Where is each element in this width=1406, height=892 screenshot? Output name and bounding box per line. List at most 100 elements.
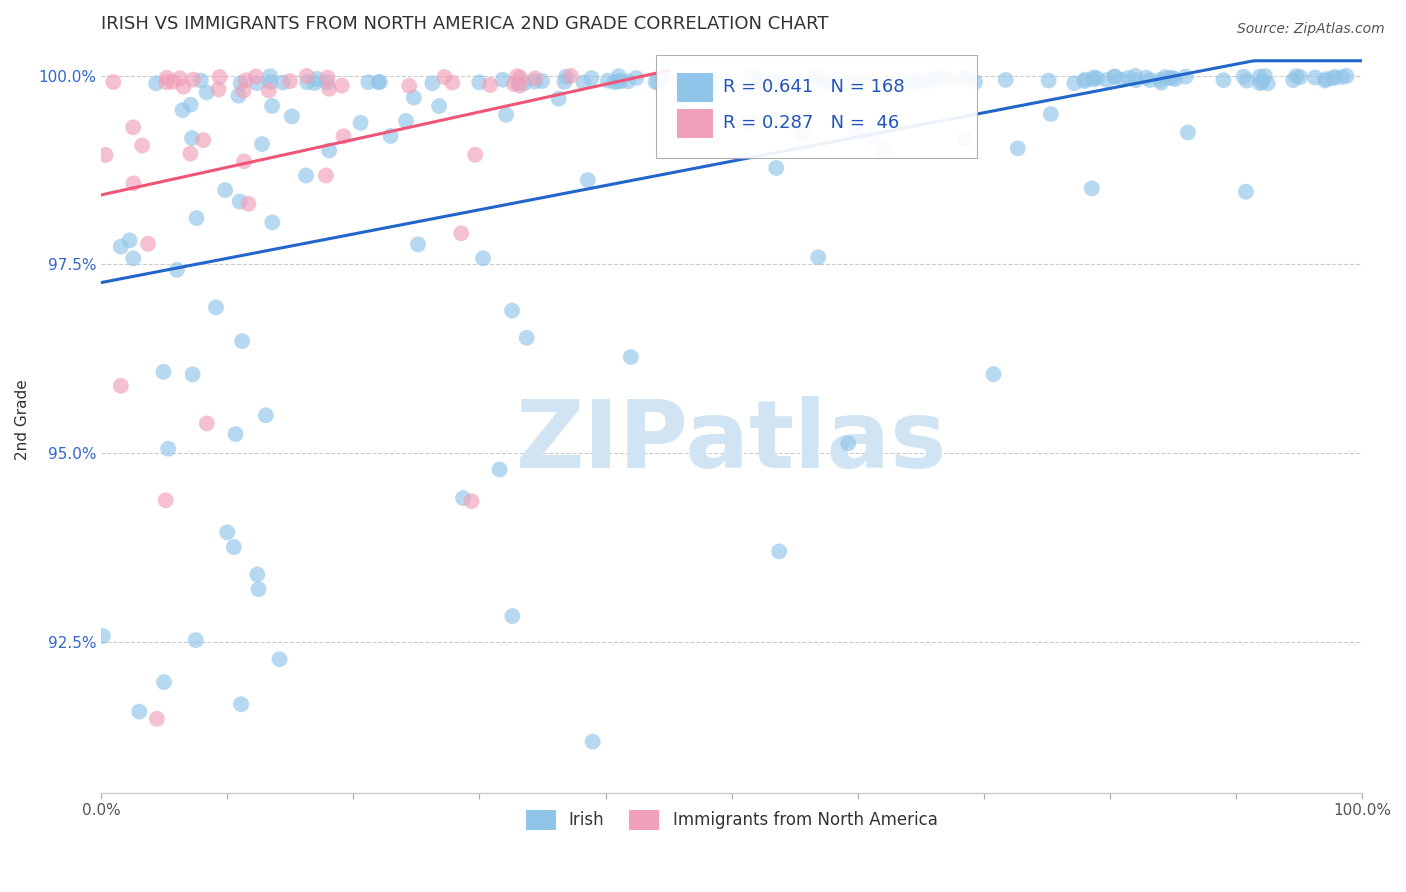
Point (250, 137, 273, 152)
Point (246, 567, 269, 582)
Point (1149, 72, 1171, 87)
Point (506, 69, 529, 83)
Point (122, 252, 145, 266)
Point (626, 70, 648, 85)
Point (936, 71, 959, 86)
Point (156, 70, 179, 85)
Point (155, 493, 177, 508)
Point (1212, 73, 1234, 87)
Point (492, 72, 515, 87)
Point (460, 494, 482, 508)
Point (217, 525, 239, 540)
Point (792, 127, 814, 141)
Point (195, 86, 218, 100)
Point (647, 75, 669, 89)
Point (110, 240, 132, 254)
Point (214, 183, 236, 197)
Point (1257, 76, 1279, 90)
FancyBboxPatch shape (657, 54, 977, 158)
Point (554, 70, 576, 84)
Point (953, 131, 976, 145)
Point (238, 196, 260, 211)
Point (1135, 70, 1157, 85)
Point (956, 70, 979, 85)
Point (295, 75, 318, 89)
Point (917, 75, 939, 89)
Text: R = 0.641   N = 168: R = 0.641 N = 168 (723, 78, 904, 96)
Point (1254, 69, 1277, 83)
Point (1330, 70, 1353, 84)
Point (122, 177, 145, 191)
Point (172, 103, 194, 117)
Point (1125, 69, 1147, 83)
Point (1232, 70, 1254, 84)
Point (193, 133, 215, 147)
Point (157, 442, 180, 456)
Point (606, 74, 628, 88)
Point (1249, 76, 1271, 90)
Point (884, 75, 907, 89)
Point (195, 417, 218, 431)
Point (257, 83, 280, 97)
Point (928, 70, 950, 84)
Point (751, 74, 773, 88)
Point (1104, 70, 1126, 84)
Point (1303, 70, 1326, 85)
Point (501, 609, 523, 624)
Point (259, 69, 281, 83)
Point (254, 409, 277, 423)
Point (1085, 71, 1108, 86)
Point (281, 109, 304, 123)
Point (225, 427, 247, 442)
Point (318, 82, 340, 96)
Point (994, 73, 1017, 87)
Point (560, 69, 582, 83)
Point (1289, 70, 1312, 84)
Point (603, 75, 626, 89)
Point (155, 75, 177, 89)
Point (245, 70, 267, 84)
Point (330, 78, 353, 93)
Point (1336, 69, 1358, 83)
Point (765, 161, 787, 175)
Point (547, 92, 569, 106)
Point (349, 116, 371, 130)
Point (963, 75, 986, 89)
Point (207, 82, 229, 96)
Text: Source: ZipAtlas.com: Source: ZipAtlas.com (1237, 22, 1385, 37)
Point (488, 462, 510, 476)
Point (402, 90, 425, 104)
Point (907, 73, 929, 87)
Point (246, 76, 269, 90)
Point (1095, 73, 1118, 87)
Point (1234, 185, 1257, 199)
Point (741, 69, 763, 83)
Point (495, 108, 517, 122)
Point (232, 84, 254, 98)
Point (749, 76, 772, 90)
Point (368, 75, 391, 89)
Point (128, 705, 150, 719)
Point (427, 99, 450, 113)
Point (950, 71, 973, 86)
Point (131, 138, 153, 153)
Point (610, 74, 633, 88)
Point (367, 75, 389, 89)
Y-axis label: 2nd Grade: 2nd Grade (15, 379, 30, 459)
Point (295, 169, 318, 183)
Point (1007, 141, 1029, 155)
Point (1285, 69, 1308, 83)
Point (523, 74, 546, 88)
Point (357, 75, 380, 89)
Point (845, 124, 868, 138)
Point (205, 301, 228, 315)
Point (1081, 72, 1104, 87)
Point (651, 71, 673, 86)
Point (852, 76, 875, 90)
Point (184, 633, 207, 648)
Point (983, 367, 1005, 381)
Point (181, 368, 204, 382)
Point (229, 697, 252, 711)
Point (136, 236, 159, 251)
Point (222, 540, 245, 554)
